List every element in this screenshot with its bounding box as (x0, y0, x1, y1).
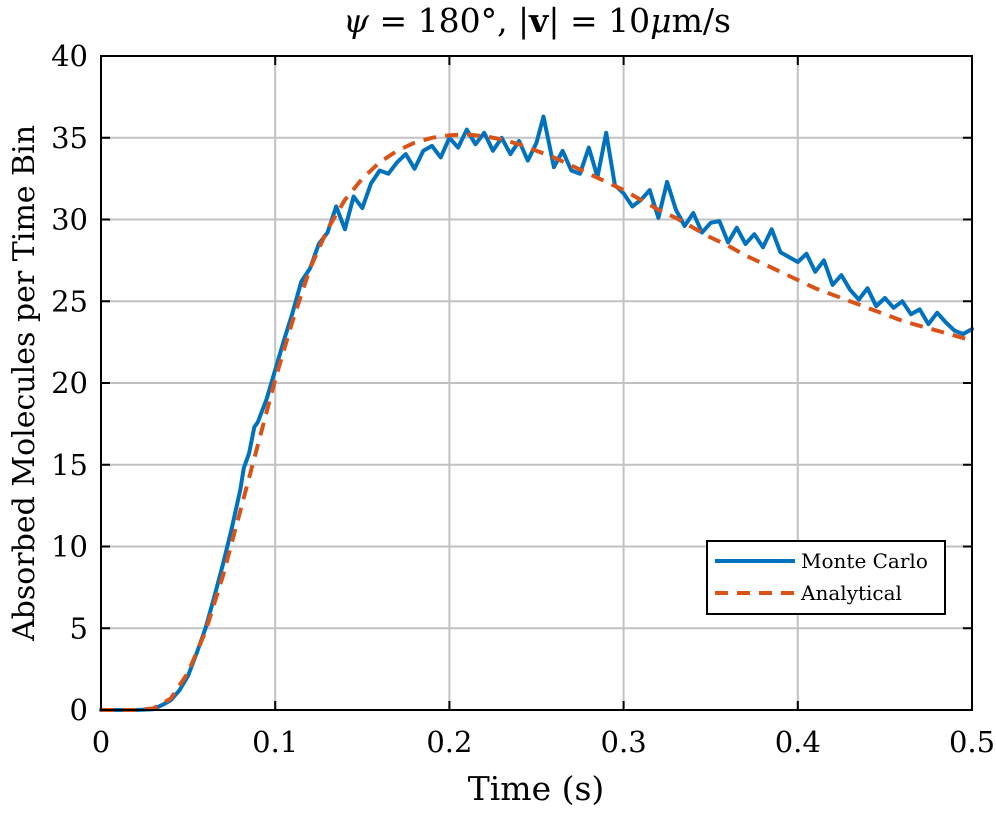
legend: Monte Carlo Analytical (706, 540, 946, 615)
x-tick-label: 0 (92, 725, 110, 759)
y-tick-label: 30 (51, 203, 88, 237)
legend-label-analytical: Analytical (800, 581, 902, 605)
y-tick-label: 35 (51, 121, 88, 155)
x-tick-label: 0.3 (601, 725, 647, 759)
x-tick-label: 0.5 (949, 725, 995, 759)
y-tick-label: 20 (51, 366, 88, 400)
y-tick-label: 5 (70, 611, 88, 645)
x-axis-label: Time (s) (468, 769, 605, 808)
y-tick-label: 25 (51, 284, 88, 318)
title-eq1: = 180°, | (369, 1, 529, 40)
series (99, 114, 974, 712)
y-tick-label: 15 (51, 448, 88, 482)
title-mu: μ (650, 1, 671, 40)
chart-title: ψ = 180°, |v| = 10μm/s (343, 1, 731, 40)
series-line-monte-carlo (99, 114, 974, 712)
series-line-analytical (101, 132, 973, 712)
x-tick-label: 0.1 (252, 725, 298, 759)
x-tick-label: 0.2 (426, 725, 472, 759)
title-unit: m/s (672, 1, 731, 40)
title-psi: ψ (343, 1, 370, 40)
x-tick-label: 0.4 (775, 725, 821, 759)
y-axis-label: Absorbed Molecules per Time Bin (7, 125, 42, 642)
y-tick-label: 0 (70, 693, 88, 727)
title-eq2: | = 10 (548, 1, 650, 40)
y-tick-label: 10 (51, 530, 88, 564)
legend-box (706, 540, 946, 615)
y-tick-label: 40 (51, 39, 88, 73)
ticks: 0 0.1 0.2 0.3 0.4 0.5 0 5 10 15 20 25 30 35 40 (51, 39, 995, 759)
title-v: v (528, 1, 549, 40)
legend-label-monte-carlo: Monte Carlo (801, 549, 928, 573)
